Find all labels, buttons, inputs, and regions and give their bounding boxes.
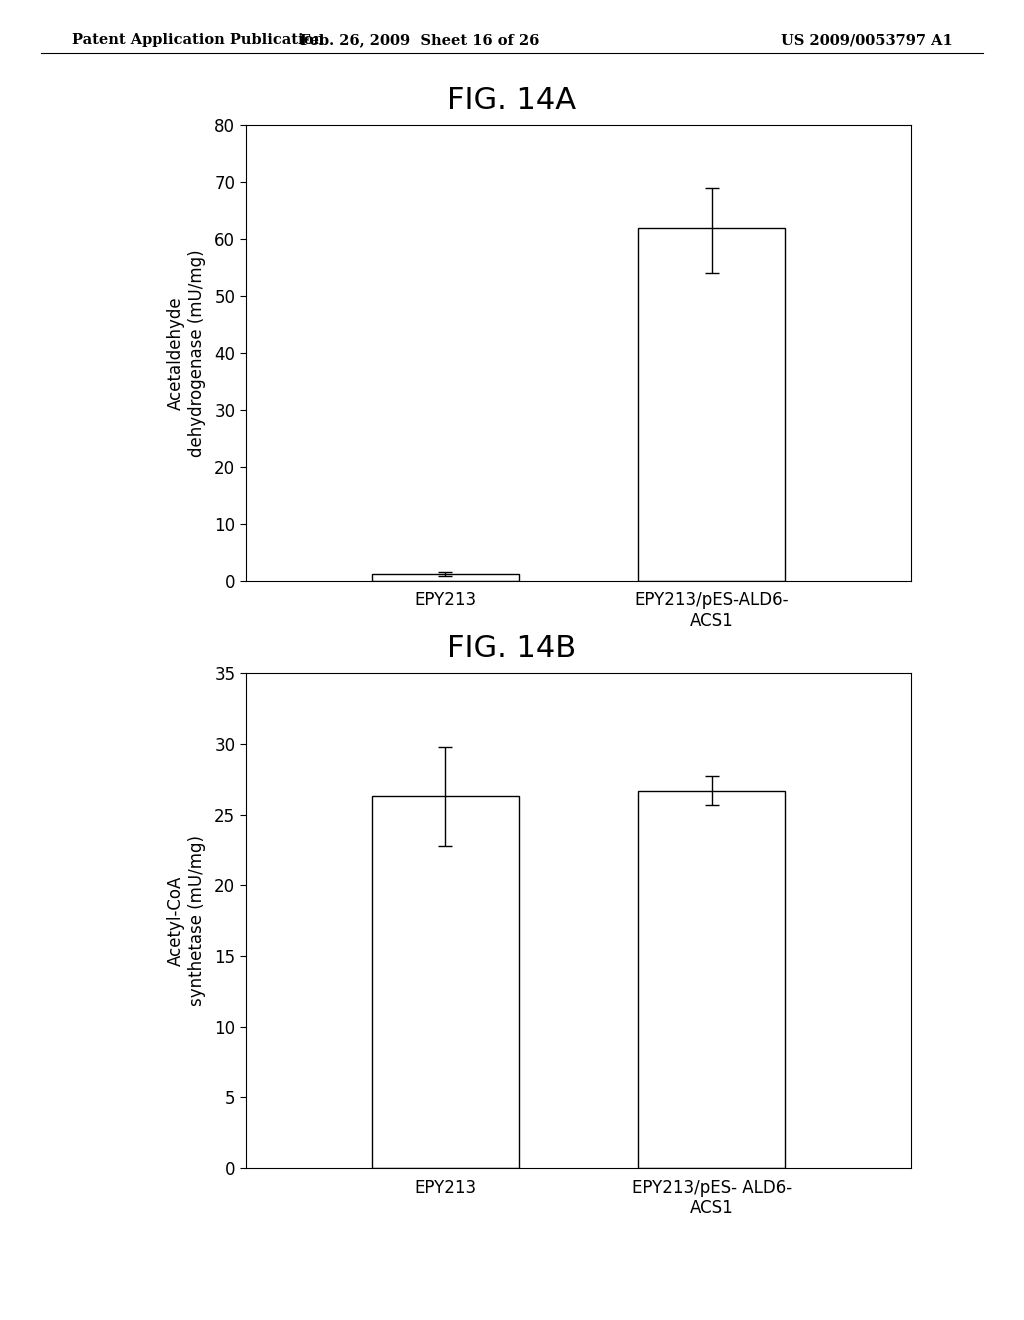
Text: Feb. 26, 2009  Sheet 16 of 26: Feb. 26, 2009 Sheet 16 of 26 <box>300 33 540 48</box>
Y-axis label: Acetaldehyde
dehydrogenase (mU/mg): Acetaldehyde dehydrogenase (mU/mg) <box>167 249 206 457</box>
Bar <box>639 791 784 1168</box>
Bar <box>373 796 519 1168</box>
Bar <box>373 574 519 581</box>
Bar <box>639 228 784 581</box>
Text: FIG. 14B: FIG. 14B <box>447 634 577 663</box>
Text: FIG. 14A: FIG. 14A <box>447 86 577 115</box>
Y-axis label: Acetyl-CoA
synthetase (mU/mg): Acetyl-CoA synthetase (mU/mg) <box>167 836 206 1006</box>
Text: Patent Application Publication: Patent Application Publication <box>72 33 324 48</box>
Text: US 2009/0053797 A1: US 2009/0053797 A1 <box>780 33 952 48</box>
